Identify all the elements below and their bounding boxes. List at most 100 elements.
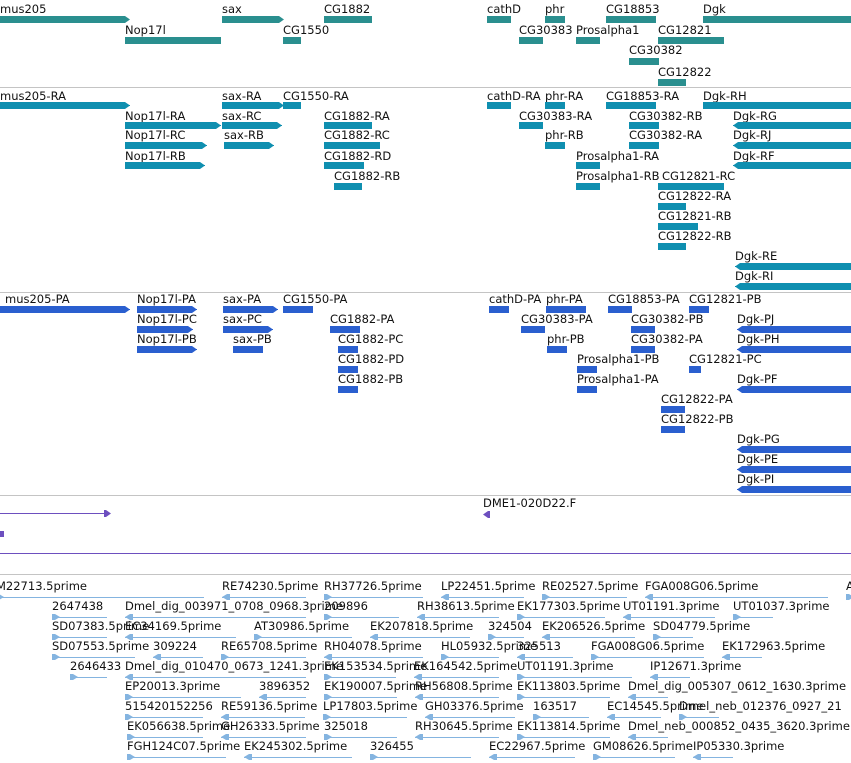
transcript-feature[interactable] bbox=[735, 263, 851, 270]
protein-feature[interactable] bbox=[661, 406, 685, 413]
transcript-feature[interactable] bbox=[545, 142, 565, 149]
est-feature[interactable] bbox=[517, 674, 525, 680]
est-feature[interactable] bbox=[489, 754, 497, 760]
est-feature[interactable] bbox=[221, 734, 229, 740]
est-feature[interactable] bbox=[323, 714, 331, 720]
protein-feature[interactable] bbox=[737, 346, 851, 353]
gene-feature[interactable] bbox=[545, 16, 565, 23]
est-feature[interactable] bbox=[517, 614, 525, 620]
est-feature[interactable] bbox=[645, 594, 653, 600]
est-feature[interactable] bbox=[259, 694, 267, 700]
est-feature[interactable] bbox=[846, 594, 851, 600]
est-feature[interactable] bbox=[244, 754, 252, 760]
gene-feature[interactable] bbox=[487, 16, 511, 23]
gene-feature[interactable] bbox=[658, 37, 724, 44]
transcript-feature[interactable] bbox=[658, 183, 724, 190]
est-feature[interactable] bbox=[254, 634, 262, 640]
est-feature[interactable] bbox=[221, 654, 229, 660]
gene-feature[interactable] bbox=[519, 37, 543, 44]
protein-feature[interactable] bbox=[521, 326, 545, 333]
transcript-feature[interactable] bbox=[334, 183, 362, 190]
gene-feature[interactable] bbox=[0, 16, 130, 23]
transcript-feature[interactable] bbox=[733, 122, 851, 129]
transcript-feature[interactable] bbox=[125, 122, 221, 129]
protein-feature[interactable] bbox=[0, 306, 130, 313]
est-feature[interactable] bbox=[324, 734, 332, 740]
est-feature[interactable] bbox=[542, 634, 550, 640]
est-feature[interactable] bbox=[441, 594, 449, 600]
protein-feature[interactable] bbox=[137, 306, 197, 313]
protein-feature[interactable] bbox=[137, 346, 197, 353]
est-feature[interactable] bbox=[533, 714, 541, 720]
est-feature[interactable] bbox=[370, 634, 378, 640]
est-feature[interactable] bbox=[324, 594, 332, 600]
est-feature[interactable] bbox=[370, 754, 378, 760]
est-feature[interactable] bbox=[441, 654, 449, 660]
protein-feature[interactable] bbox=[661, 426, 685, 433]
est-feature[interactable] bbox=[417, 614, 425, 620]
protein-feature[interactable] bbox=[338, 366, 358, 373]
transcript-feature[interactable] bbox=[125, 142, 207, 149]
gene-feature[interactable] bbox=[703, 16, 851, 23]
transcript-feature[interactable] bbox=[658, 243, 686, 250]
transcript-feature[interactable] bbox=[222, 102, 284, 109]
est-feature[interactable] bbox=[324, 654, 332, 660]
protein-feature[interactable] bbox=[737, 446, 851, 453]
clone-end-arrow[interactable] bbox=[483, 511, 490, 518]
protein-feature[interactable] bbox=[223, 326, 273, 333]
est-feature[interactable] bbox=[733, 614, 741, 620]
transcript-feature[interactable] bbox=[222, 122, 282, 129]
est-feature[interactable] bbox=[517, 734, 525, 740]
est-feature[interactable] bbox=[52, 634, 60, 640]
protein-feature[interactable] bbox=[631, 326, 655, 333]
est-feature[interactable] bbox=[542, 594, 550, 600]
est-feature[interactable] bbox=[414, 674, 422, 680]
est-feature[interactable] bbox=[127, 734, 135, 740]
protein-feature[interactable] bbox=[137, 326, 193, 333]
transcript-feature[interactable] bbox=[658, 203, 686, 210]
protein-feature[interactable] bbox=[737, 326, 851, 333]
est-feature[interactable] bbox=[324, 614, 332, 620]
est-feature[interactable] bbox=[0, 594, 4, 600]
est-feature[interactable] bbox=[628, 734, 636, 740]
protein-feature[interactable] bbox=[689, 366, 701, 373]
transcript-feature[interactable] bbox=[487, 102, 511, 109]
est-feature[interactable] bbox=[52, 614, 60, 620]
protein-feature[interactable] bbox=[737, 466, 851, 473]
protein-feature[interactable] bbox=[577, 366, 597, 373]
protein-feature[interactable] bbox=[283, 306, 313, 313]
est-feature[interactable] bbox=[679, 714, 687, 720]
est-feature[interactable] bbox=[607, 714, 615, 720]
est-feature[interactable] bbox=[324, 674, 332, 680]
est-feature[interactable] bbox=[650, 674, 658, 680]
transcript-feature[interactable] bbox=[324, 162, 364, 169]
est-feature[interactable] bbox=[125, 634, 133, 640]
transcript-feature[interactable] bbox=[735, 283, 851, 290]
protein-feature[interactable] bbox=[737, 486, 851, 493]
transcript-feature[interactable] bbox=[733, 142, 851, 149]
transcript-feature[interactable] bbox=[224, 142, 274, 149]
transcript-feature[interactable] bbox=[658, 223, 698, 230]
protein-feature[interactable] bbox=[737, 386, 851, 393]
protein-feature[interactable] bbox=[338, 346, 358, 353]
est-feature[interactable] bbox=[415, 734, 423, 740]
est-feature[interactable] bbox=[222, 594, 230, 600]
est-feature[interactable] bbox=[623, 614, 631, 620]
transcript-feature[interactable] bbox=[324, 142, 380, 149]
est-feature[interactable] bbox=[125, 674, 133, 680]
est-feature[interactable] bbox=[517, 694, 525, 700]
gene-feature[interactable] bbox=[324, 16, 372, 23]
protein-feature[interactable] bbox=[489, 306, 509, 313]
transcript-feature[interactable] bbox=[629, 122, 659, 129]
est-feature[interactable] bbox=[517, 654, 525, 660]
est-feature[interactable] bbox=[425, 714, 433, 720]
gene-feature[interactable] bbox=[283, 37, 301, 44]
transcript-feature[interactable] bbox=[703, 102, 851, 109]
est-feature[interactable] bbox=[221, 714, 229, 720]
est-feature[interactable] bbox=[125, 614, 133, 620]
est-feature[interactable] bbox=[488, 634, 496, 640]
clone-arrow[interactable] bbox=[104, 510, 111, 517]
protein-feature[interactable] bbox=[223, 306, 278, 313]
transcript-feature[interactable] bbox=[125, 162, 205, 169]
est-feature[interactable] bbox=[415, 694, 423, 700]
